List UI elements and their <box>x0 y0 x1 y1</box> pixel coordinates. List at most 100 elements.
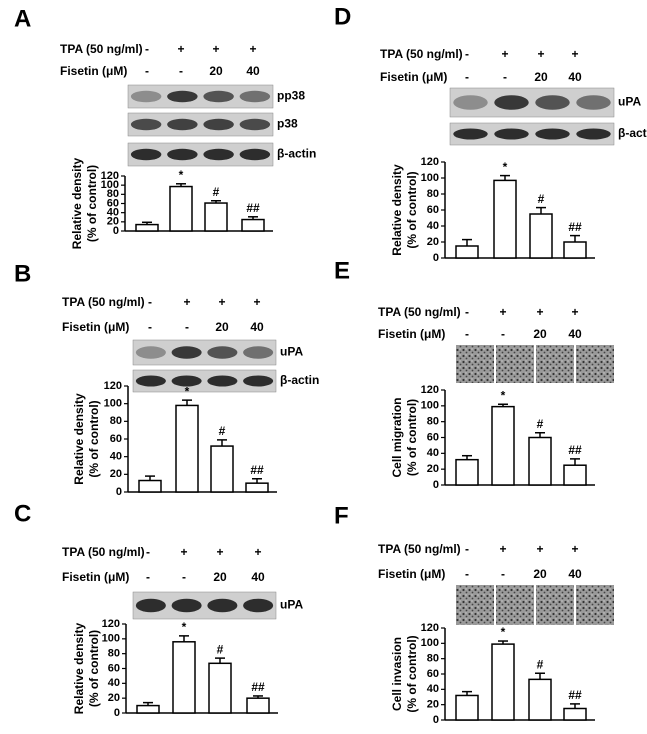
treatment-label: Fisetin (μM) <box>62 320 129 334</box>
significance-mark: ## <box>246 201 260 215</box>
blot-band <box>135 598 166 613</box>
blot-band <box>243 346 274 359</box>
treatment-level: + <box>571 47 578 61</box>
blot-band <box>239 118 271 131</box>
blot-band <box>239 148 271 161</box>
y-tick-label: 40 <box>427 683 439 695</box>
treatment-level: - <box>465 327 469 341</box>
treatment-label: TPA (50 ng/ml) <box>62 295 145 309</box>
bar <box>563 464 587 486</box>
treatment-level: - <box>145 42 149 56</box>
significance-mark: * <box>501 388 506 402</box>
panel-letter: D <box>334 3 351 30</box>
significance-mark: # <box>537 417 544 431</box>
treatment-level: 20 <box>533 567 547 581</box>
treatment-level: - <box>465 47 469 61</box>
treatment-level: + <box>212 42 219 56</box>
treatment-level: - <box>465 567 469 581</box>
bar <box>245 482 269 493</box>
y-tick-label: 20 <box>427 463 439 475</box>
treatment-label: TPA (50 ng/ml) <box>60 42 143 56</box>
y-tick-label: 100 <box>101 179 119 191</box>
y-tick-label: 120 <box>421 622 439 634</box>
y-tick-label: 100 <box>421 637 439 649</box>
y-tick-label: 0 <box>114 707 120 719</box>
treatment-level: - <box>501 567 505 581</box>
treatment-level: 20 <box>534 70 548 84</box>
treatment-level: 20 <box>215 320 229 334</box>
treatment-level: + <box>216 545 223 559</box>
treatment-level: + <box>249 42 256 56</box>
blot-label: uPA <box>618 95 641 109</box>
blot-band <box>135 375 166 387</box>
treatment-level: + <box>536 305 543 319</box>
treatment-level: + <box>571 542 578 556</box>
treatment-level: - <box>179 64 183 78</box>
blot-band <box>207 346 238 359</box>
blot-band <box>203 90 234 103</box>
blot <box>449 122 615 146</box>
treatment-label: TPA (50 ng/ml) <box>378 542 461 556</box>
bar <box>563 241 587 259</box>
bar <box>529 213 553 259</box>
blot-label: β-actin <box>618 126 647 140</box>
panel-letter: F <box>334 502 349 529</box>
significance-mark: ## <box>251 680 265 694</box>
panel-letter: B <box>14 260 31 287</box>
blot-label: uPA <box>280 345 303 359</box>
y-tick-label: 0 <box>433 714 439 726</box>
significance-mark: * <box>185 384 190 398</box>
significance-mark: # <box>213 185 220 199</box>
treatment-level: + <box>499 542 506 556</box>
y-tick-label: 20 <box>427 699 439 711</box>
significance-mark: # <box>537 657 544 671</box>
treatment-label: Fisetin (μM) <box>380 70 447 84</box>
treatment-level: - <box>182 570 186 584</box>
y-axis-label: (% of control) <box>87 630 101 707</box>
blot-band <box>135 346 166 359</box>
treatment-level: + <box>499 305 506 319</box>
blot-band <box>453 95 488 110</box>
y-tick-label: 20 <box>108 692 120 704</box>
micrograph <box>456 585 494 625</box>
blot-band <box>203 118 234 131</box>
blot-label: β-actin <box>277 147 316 161</box>
significance-mark: * <box>503 160 508 174</box>
micrograph <box>576 345 614 383</box>
blot-band <box>239 90 271 103</box>
blot-band <box>171 375 202 387</box>
y-tick-label: 40 <box>107 207 119 219</box>
treatment-level: - <box>146 545 150 559</box>
blot-band <box>207 598 238 613</box>
y-tick-label: 120 <box>102 618 120 630</box>
blot-band <box>130 90 162 103</box>
treatment-level: + <box>571 305 578 319</box>
bar <box>491 643 515 721</box>
treatment-level: - <box>465 70 469 84</box>
y-tick-label: 20 <box>107 216 119 228</box>
y-tick-label: 100 <box>421 172 439 184</box>
y-axis-label: Cell migration <box>390 397 404 477</box>
significance-mark: * <box>179 168 184 182</box>
micrograph <box>496 585 534 625</box>
panel-letter: E <box>334 257 350 284</box>
blot-band <box>207 375 238 387</box>
bar <box>246 697 270 714</box>
bar <box>528 436 552 486</box>
y-tick-label: 100 <box>421 400 439 412</box>
blot-band <box>453 128 488 140</box>
blot-band <box>494 95 529 110</box>
blot-band <box>243 598 274 613</box>
blot-band <box>167 90 198 103</box>
treatment-level: + <box>180 545 187 559</box>
micrograph <box>576 585 614 625</box>
y-axis-label: (% of control) <box>85 165 99 242</box>
blot-band <box>171 346 202 359</box>
y-axis-label: Relative density <box>72 622 86 714</box>
treatment-label: Fisetin (μM) <box>60 64 127 78</box>
y-tick-label: 0 <box>116 486 122 498</box>
treatment-label: Fisetin (μM) <box>378 567 445 581</box>
